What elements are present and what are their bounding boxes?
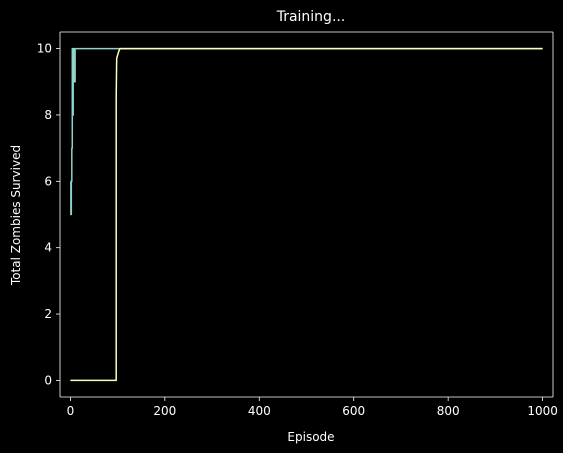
series-line-1: [70, 47, 543, 216]
y-tick-label: 4: [44, 241, 52, 255]
x-tick-label: 800: [437, 404, 460, 418]
series-line-2: [70, 47, 543, 382]
x-axis-label: Episode: [287, 430, 334, 444]
y-tick-label: 6: [44, 174, 52, 188]
x-tick-label: 200: [153, 404, 176, 418]
x-tick-label: 400: [248, 404, 271, 418]
series-layer: [70, 47, 543, 382]
y-axis-label: Total Zombies Survived: [9, 145, 23, 286]
y-tick-label: 0: [44, 373, 52, 387]
y-tick-label: 10: [37, 42, 52, 56]
x-tick-label: 0: [67, 404, 75, 418]
plot-background: [60, 32, 553, 397]
plot-area: [60, 32, 553, 397]
x-tick-label: 1000: [527, 404, 558, 418]
x-tick-label: 600: [342, 404, 365, 418]
axes: 0 200 400 600 800 1000 0 2 4 6 8 10: [37, 31, 558, 418]
y-tick-label: 2: [44, 307, 52, 321]
y-tick-label: 8: [44, 108, 52, 122]
chart-title: Training...: [276, 9, 346, 25]
